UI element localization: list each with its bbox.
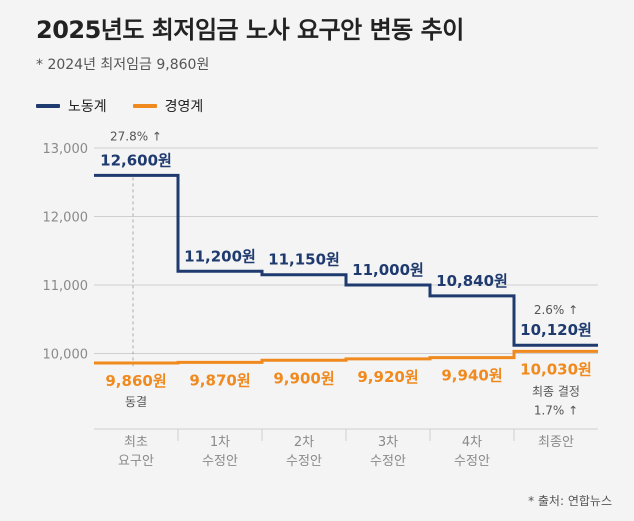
series-line-management: [94, 349, 598, 365]
x-tick-label: 2차: [294, 435, 314, 450]
x-tick-label: 최종안: [538, 435, 574, 450]
x-tick-label: 수정안: [370, 454, 406, 469]
data-label-management: 9,940원: [441, 367, 502, 385]
legend: 노동계 경영계: [36, 96, 203, 116]
legend-swatch-labor: [36, 104, 60, 108]
annotation-labor-first-pct: 27.8% ↑: [110, 129, 162, 143]
legend-item-management: 경영계: [132, 96, 204, 116]
annotation-management-final-pct: 1.7% ↑: [534, 403, 578, 417]
data-label-labor: 10,840원: [436, 272, 508, 290]
data-label-labor: 11,150원: [268, 251, 340, 269]
y-tick-label: 11,000: [43, 279, 89, 294]
annotation-management-first-note: 동결: [125, 395, 147, 409]
x-tick-label: 수정안: [454, 454, 490, 469]
legend-label-management: 경영계: [164, 99, 204, 115]
x-tick-label: 수정안: [202, 454, 238, 469]
legend-item-labor: 노동계: [36, 96, 107, 116]
y-tick-label: 12,000: [43, 210, 89, 225]
annotation-management-final-note: 최종 결정: [532, 384, 580, 398]
legend-label-labor: 노동계: [68, 99, 107, 115]
data-label-management: 9,900원: [273, 369, 334, 387]
data-label-labor: 12,600원: [100, 151, 172, 169]
data-label-management: 9,870원: [189, 371, 250, 389]
data-label-labor: 11,000원: [352, 261, 424, 279]
x-tick-label: 3차: [378, 435, 398, 450]
data-label-management: 10,030원: [520, 360, 592, 378]
data-label-management: 9,860원: [105, 372, 166, 390]
series-line-labor: [94, 173, 598, 347]
chart-subtitle: * 2024년 최저임금 9,860원: [36, 57, 210, 73]
y-tick-label: 10,000: [43, 347, 89, 362]
data-label-labor: 11,200원: [184, 247, 256, 265]
source-note: * 출처: 연합뉴스: [528, 494, 612, 508]
x-tick-label: 4차: [462, 435, 482, 450]
data-label-labor: 10,120원: [520, 321, 592, 339]
x-tick-label: 요구안: [118, 454, 154, 469]
x-tick-label: 수정안: [286, 454, 322, 469]
annotation-labor-final-pct: 2.6% ↑: [534, 303, 578, 317]
x-tick-label: 최초: [124, 435, 148, 450]
y-tick-label: 13,000: [43, 142, 89, 157]
x-tick-label: 1차: [210, 435, 230, 450]
legend-swatch-management: [132, 104, 157, 108]
data-label-management: 9,920원: [357, 368, 418, 386]
chart-title: 2025년도 최저임금 노사 요구안 변동 추이: [36, 16, 464, 44]
